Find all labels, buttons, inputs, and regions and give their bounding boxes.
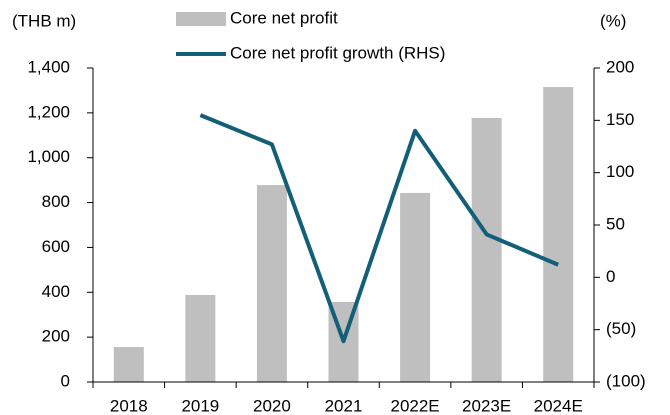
y-tick-label: 1,400	[27, 57, 70, 76]
legend-label: Core net profit	[230, 8, 338, 27]
y-tick-label: 1,200	[27, 102, 70, 121]
y2-tick-label: 100	[606, 162, 634, 181]
line	[199, 113, 559, 344]
x-tick-label: 2022E	[390, 396, 439, 415]
y-tick-label: 600	[42, 237, 70, 256]
bar	[256, 185, 287, 382]
y2-tick-label: 150	[606, 110, 634, 129]
legend-swatch	[176, 12, 226, 26]
bar	[471, 118, 502, 382]
x-tick-label: 2020	[253, 396, 291, 415]
y-tick-label: 0	[61, 371, 70, 390]
y-tick-label: 1,000	[27, 147, 70, 166]
y2-tick-label: 200	[606, 57, 634, 76]
x-tick-label: 2023E	[462, 396, 511, 415]
y2-axis-label: (%)	[600, 11, 626, 30]
y2-tick-label: (50)	[606, 319, 636, 338]
bar	[400, 192, 431, 382]
y2-tick-label: 0	[606, 267, 615, 286]
x-tick-label: 2018	[110, 396, 148, 415]
bar	[185, 294, 216, 382]
y-tick-label: 800	[42, 192, 70, 211]
bar	[113, 347, 144, 382]
legend-label: Core net profit growth (RHS)	[230, 43, 445, 62]
y-axis-label: (THB m)	[12, 11, 76, 30]
y2-tick-label: 50	[606, 214, 625, 233]
x-tick-label: 2024E	[534, 396, 583, 415]
y2-tick-label: (100)	[606, 371, 646, 390]
y-tick-label: 400	[42, 282, 70, 301]
bar	[543, 87, 574, 383]
x-tick-label: 2019	[181, 396, 219, 415]
y-tick-label: 200	[42, 327, 70, 346]
x-tick-label: 2021	[325, 396, 363, 415]
